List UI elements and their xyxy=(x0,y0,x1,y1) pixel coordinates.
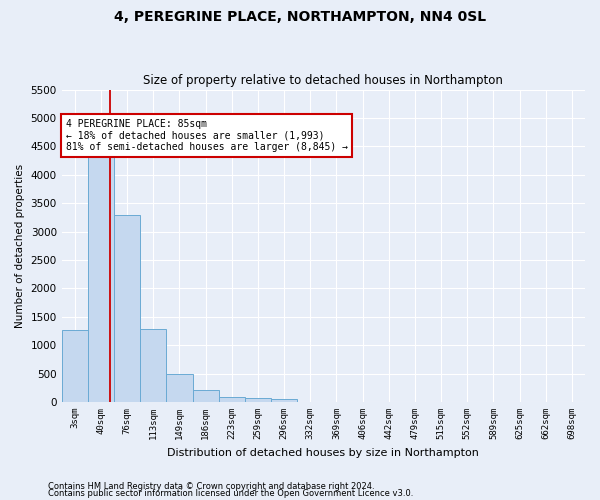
Text: 4, PEREGRINE PLACE, NORTHAMPTON, NN4 0SL: 4, PEREGRINE PLACE, NORTHAMPTON, NN4 0SL xyxy=(114,10,486,24)
Text: Contains HM Land Registry data © Crown copyright and database right 2024.: Contains HM Land Registry data © Crown c… xyxy=(48,482,374,491)
Title: Size of property relative to detached houses in Northampton: Size of property relative to detached ho… xyxy=(143,74,503,87)
Bar xyxy=(271,398,297,402)
Bar xyxy=(245,398,271,402)
Y-axis label: Number of detached properties: Number of detached properties xyxy=(15,164,25,328)
Bar xyxy=(166,374,193,402)
Bar xyxy=(193,390,218,402)
Bar xyxy=(140,330,166,402)
Bar xyxy=(218,397,245,402)
Text: 4 PEREGRINE PLACE: 85sqm
← 18% of detached houses are smaller (1,993)
81% of sem: 4 PEREGRINE PLACE: 85sqm ← 18% of detach… xyxy=(65,119,347,152)
Bar xyxy=(114,214,140,402)
Bar xyxy=(88,156,114,402)
Text: Contains public sector information licensed under the Open Government Licence v3: Contains public sector information licen… xyxy=(48,489,413,498)
Bar xyxy=(62,330,88,402)
X-axis label: Distribution of detached houses by size in Northampton: Distribution of detached houses by size … xyxy=(167,448,479,458)
